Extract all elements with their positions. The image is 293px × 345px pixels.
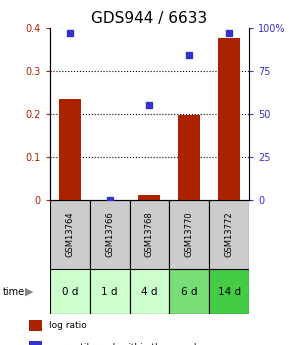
Bar bbox=[169, 200, 209, 269]
Text: GSM13772: GSM13772 bbox=[225, 212, 234, 257]
Title: GDS944 / 6633: GDS944 / 6633 bbox=[91, 11, 207, 27]
Bar bbox=[90, 269, 130, 314]
Text: 0 d: 0 d bbox=[62, 287, 78, 296]
Point bbox=[107, 197, 112, 203]
Text: GSM13770: GSM13770 bbox=[185, 212, 194, 257]
Bar bbox=[130, 200, 169, 269]
Bar bbox=[29, 341, 42, 345]
Bar bbox=[90, 200, 130, 269]
Bar bbox=[50, 269, 90, 314]
Bar bbox=[50, 200, 90, 269]
Text: GSM13768: GSM13768 bbox=[145, 212, 154, 257]
Text: percentile rank within the sample: percentile rank within the sample bbox=[49, 343, 202, 345]
Text: 4 d: 4 d bbox=[141, 287, 158, 296]
Bar bbox=[218, 38, 240, 200]
Bar bbox=[209, 200, 249, 269]
Text: GSM13764: GSM13764 bbox=[65, 212, 74, 257]
Point bbox=[187, 52, 192, 58]
Text: GSM13766: GSM13766 bbox=[105, 212, 114, 257]
Point bbox=[147, 102, 152, 108]
Bar bbox=[209, 269, 249, 314]
Text: log ratio: log ratio bbox=[49, 321, 87, 330]
Bar bbox=[139, 195, 160, 200]
Bar bbox=[169, 269, 209, 314]
Bar bbox=[178, 115, 200, 200]
Text: 6 d: 6 d bbox=[181, 287, 197, 296]
Point bbox=[227, 30, 231, 36]
Bar bbox=[29, 320, 42, 331]
Text: 1 d: 1 d bbox=[101, 287, 118, 296]
Bar bbox=[59, 99, 81, 200]
Text: time: time bbox=[3, 287, 25, 296]
Point bbox=[67, 30, 72, 36]
Text: 14 d: 14 d bbox=[218, 287, 241, 296]
Text: ▶: ▶ bbox=[25, 287, 34, 296]
Bar bbox=[130, 269, 169, 314]
